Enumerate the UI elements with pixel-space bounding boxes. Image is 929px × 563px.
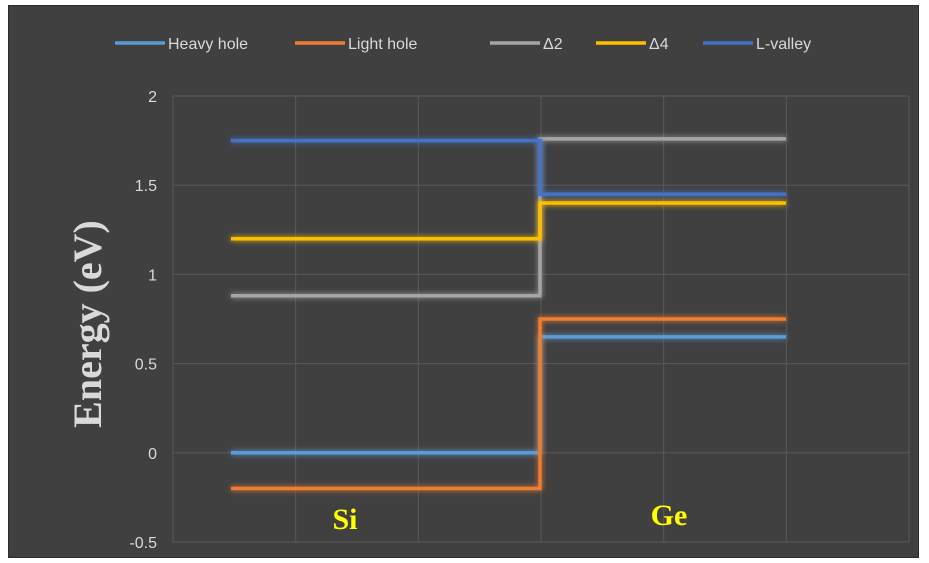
legend-label-4: L-valley — [756, 36, 811, 53]
y-tick-label: 0.5 — [135, 357, 157, 374]
y-tick-label: 2 — [148, 89, 157, 106]
series-lines — [231, 137, 786, 491]
y-axis-label: Energy (eV) — [65, 220, 110, 428]
y-tick-label: 1 — [148, 267, 157, 284]
series-line-2 — [231, 137, 786, 298]
series-line-3 — [231, 201, 786, 241]
series-line-1 — [231, 317, 786, 491]
y-tick-label: 0 — [148, 446, 157, 463]
y-tick-label: 1.5 — [135, 178, 157, 195]
y-tick-label: -0.5 — [129, 535, 157, 552]
legend-label-3: Δ4 — [649, 36, 669, 53]
legend-label-1: Light hole — [348, 36, 417, 53]
y-axis-ticks: 2 1.5 1 0.5 0 -0.5 — [129, 89, 157, 552]
region-label-ge: Ge — [651, 499, 688, 532]
legend-label-2: Δ2 — [543, 36, 563, 53]
band-offset-chart: 2 1.5 1 0.5 0 -0.5 Heavy hole Light hole Δ2 Δ4 L-… — [65, 36, 910, 552]
legend-label-0: Heavy hole — [168, 36, 248, 53]
series-line-0 — [231, 335, 786, 455]
series-line-4 — [231, 138, 786, 196]
legend: Heavy hole Light hole Δ2 Δ4 L-valley — [115, 36, 811, 53]
chart-area: 2 1.5 1 0.5 0 -0.5 Heavy hole Light hole Δ2 Δ4 L-… — [8, 5, 919, 558]
region-label-si: Si — [332, 503, 357, 536]
